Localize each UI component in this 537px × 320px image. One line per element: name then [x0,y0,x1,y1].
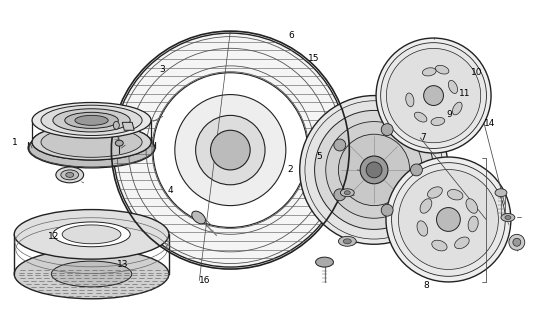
Text: 4: 4 [168,186,173,195]
Text: 3: 3 [159,65,165,74]
Ellipse shape [431,117,445,125]
Ellipse shape [32,124,151,160]
Ellipse shape [423,68,436,76]
Ellipse shape [420,199,432,213]
Circle shape [509,234,525,250]
Ellipse shape [75,115,108,125]
Ellipse shape [495,189,507,197]
Text: 9: 9 [447,109,453,118]
Ellipse shape [501,213,515,221]
Ellipse shape [315,110,433,229]
Text: 8: 8 [423,281,429,290]
Ellipse shape [427,187,442,198]
Ellipse shape [466,199,477,213]
Ellipse shape [115,140,124,146]
Ellipse shape [41,105,142,135]
Ellipse shape [192,211,206,224]
Ellipse shape [66,172,74,177]
Ellipse shape [344,191,350,195]
Ellipse shape [32,124,151,160]
Ellipse shape [338,236,356,246]
Ellipse shape [14,210,169,259]
Circle shape [366,162,382,178]
Ellipse shape [56,167,84,183]
Ellipse shape [432,240,447,251]
Circle shape [424,86,444,106]
Ellipse shape [387,48,481,143]
Ellipse shape [455,237,469,249]
Ellipse shape [338,134,410,206]
Ellipse shape [52,261,132,287]
Circle shape [360,156,388,184]
Circle shape [513,238,521,246]
Ellipse shape [391,163,505,276]
Circle shape [334,189,346,201]
Text: 12: 12 [48,232,59,241]
Text: 16: 16 [199,276,211,285]
Ellipse shape [453,102,462,115]
Text: 2: 2 [287,165,293,174]
Ellipse shape [381,43,487,148]
Ellipse shape [376,38,491,153]
Text: 13: 13 [117,260,128,269]
Circle shape [334,139,346,151]
Ellipse shape [436,65,449,74]
Ellipse shape [113,33,347,267]
Ellipse shape [343,239,351,244]
Ellipse shape [398,170,498,269]
Text: 6: 6 [289,31,294,40]
Ellipse shape [316,257,333,267]
Text: 10: 10 [471,68,482,77]
Text: 1: 1 [12,138,18,147]
Ellipse shape [65,112,118,128]
Ellipse shape [195,116,265,185]
Text: 11: 11 [459,89,470,98]
Ellipse shape [153,73,308,228]
Ellipse shape [300,96,448,244]
Text: 5: 5 [316,152,322,161]
Ellipse shape [61,170,78,180]
Ellipse shape [417,221,427,236]
Polygon shape [122,122,134,130]
Circle shape [381,124,393,136]
Ellipse shape [41,127,142,157]
Ellipse shape [175,95,286,206]
Circle shape [410,164,423,176]
Ellipse shape [53,222,130,247]
Circle shape [437,208,460,231]
Ellipse shape [305,101,443,239]
Ellipse shape [448,80,458,93]
Ellipse shape [326,122,423,218]
Ellipse shape [32,102,151,138]
Ellipse shape [447,189,463,200]
Ellipse shape [505,215,511,220]
Circle shape [381,204,393,216]
Ellipse shape [211,130,250,170]
Ellipse shape [14,249,169,299]
Text: 15: 15 [308,54,320,63]
Ellipse shape [415,112,427,122]
Ellipse shape [406,93,414,107]
Ellipse shape [468,216,478,232]
Text: 7: 7 [420,133,426,142]
Ellipse shape [62,225,121,244]
Ellipse shape [53,109,130,132]
Ellipse shape [28,128,155,168]
Ellipse shape [340,189,354,197]
Ellipse shape [386,157,511,282]
Text: 14: 14 [484,119,496,128]
Ellipse shape [113,121,119,129]
